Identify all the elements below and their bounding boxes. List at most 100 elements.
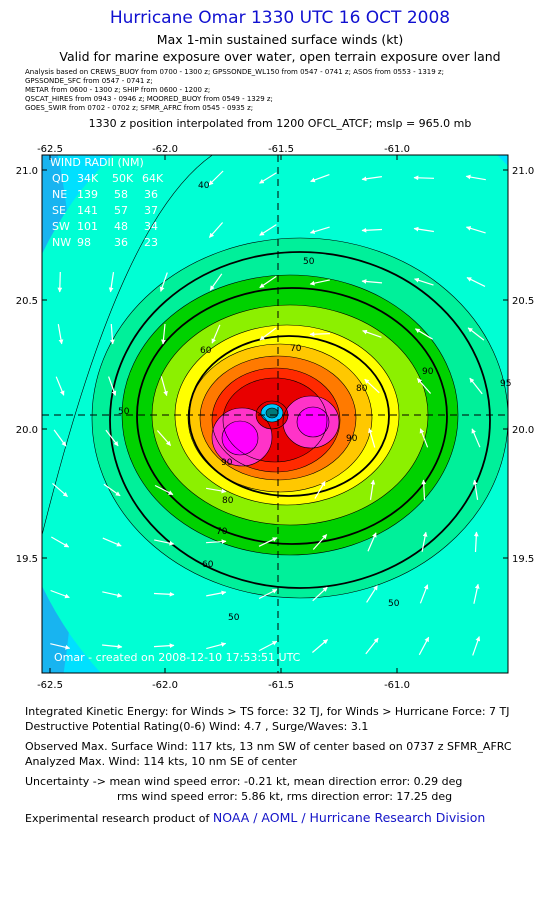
hrd-link[interactable]: NOAA / AOML / Hurricane Research Divisio… xyxy=(212,810,486,825)
wind-radii-cell: 101 xyxy=(77,220,98,233)
wind-vector-arrow xyxy=(368,427,376,448)
analysis-line: METAR from 0600 - 1300 z; SHIP from 0600… xyxy=(25,86,211,94)
analyzed-max-line: Analyzed Max. Wind: 114 kts, 10 nm SE of… xyxy=(25,755,297,768)
contour-label: 50 xyxy=(228,613,240,623)
contour-label: 70 xyxy=(216,527,228,537)
wind-vector-arrow xyxy=(258,640,278,652)
wind-vector-arrow xyxy=(154,484,174,496)
contour-label: 90 xyxy=(221,458,233,468)
wind-radii-cell: 23 xyxy=(144,236,158,249)
contour-label: 95 xyxy=(500,379,511,389)
y-tick-label: 21.0 xyxy=(512,166,534,177)
position-line: 1330 z position interpolated from 1200 O… xyxy=(88,117,472,130)
y-tick-label: 19.5 xyxy=(512,554,534,565)
wind-vector-arrow xyxy=(102,537,122,547)
major-contours xyxy=(109,251,491,589)
wind-vector-arrow xyxy=(421,479,427,501)
wind-vector-arrow xyxy=(364,378,380,394)
wind-radii-cell: SW xyxy=(52,220,70,233)
wind-vector-arrow xyxy=(471,428,481,448)
wind-vector-arrow xyxy=(259,275,277,289)
wind-vector-arrow xyxy=(110,323,115,345)
ike-line: Integrated Kinetic Energy: for Winds > T… xyxy=(25,705,510,718)
wind-radii-cell: 139 xyxy=(77,188,98,201)
wind-vector-arrow xyxy=(206,590,227,597)
contour-label: 50 xyxy=(303,257,315,267)
wind-radii-cell: 58 xyxy=(114,188,128,201)
wind-radii-cell: 36 xyxy=(114,236,128,249)
wind-radii-cell: SE xyxy=(52,204,66,217)
wind-radii-cell: 50K xyxy=(112,172,134,185)
x-tick-label: -61.0 xyxy=(384,144,410,155)
wind-vector-arrow xyxy=(211,324,221,344)
y-tick-label: 20.5 xyxy=(512,296,534,307)
wind-vector-arrow xyxy=(312,534,328,550)
contour-label: 90 xyxy=(422,367,434,377)
wind-vector-arrow xyxy=(367,532,377,552)
dpr-line: Destructive Potential Rating(0-6) Wind: … xyxy=(25,720,369,733)
wind-vector-arrow xyxy=(161,323,166,345)
plot-credit: Omar - created on 2008-12-10 17:53:51 UT… xyxy=(54,651,301,664)
x-tick-label: -62.5 xyxy=(37,144,63,155)
x-tick-label: -61.5 xyxy=(268,680,294,691)
wind-radii-row: NW 98 36 23 xyxy=(52,236,158,249)
wind-vector-arrow xyxy=(259,327,277,341)
wind-radii-cell: NE xyxy=(52,188,67,201)
wind-vector-arrow xyxy=(465,226,486,234)
analysis-line: Analysis based on CREWS_BUOY from 0700 -… xyxy=(25,68,444,76)
wind-radii-cell: 141 xyxy=(77,204,98,217)
wind-vector-arrow xyxy=(205,487,227,494)
wind-vector-arrow xyxy=(159,272,168,292)
wind-vector-arrow xyxy=(153,591,175,597)
contour-label: 80 xyxy=(356,384,368,394)
wind-vector-arrow xyxy=(108,272,115,293)
wind-vector-arrow xyxy=(57,323,64,345)
y-tick-label: 20.0 xyxy=(16,425,38,436)
wind-radii-row: SE 141 57 37 xyxy=(52,204,158,217)
wind-vector-arrow xyxy=(362,329,382,338)
center-crosshair xyxy=(42,155,508,673)
analysis-line: GOES_SWIR from 0702 - 0702 z; SFMR_AFRC … xyxy=(25,104,254,112)
wind-vector-arrow xyxy=(52,482,68,498)
x-axis-top: -62.5 -62.0 -61.5 -61.0 xyxy=(37,144,410,155)
wind-vector-arrow xyxy=(312,639,328,653)
credit-prefix: Experimental research product of xyxy=(25,812,213,825)
wind-vector-arrow xyxy=(467,327,485,341)
wind-vector-arrow xyxy=(259,224,277,236)
analysis-line: QSCAT_HIRES from 0943 - 0946 z; MOORED_B… xyxy=(25,95,273,103)
wind-vector-arrow xyxy=(309,331,331,337)
wind-vector-arrow xyxy=(208,170,224,186)
x-tick-label: -61.0 xyxy=(384,680,410,691)
wind-vectors xyxy=(50,170,486,656)
wind-vector-arrow xyxy=(50,643,71,650)
wind-vector-arrow xyxy=(416,378,432,394)
wind-vector-arrow xyxy=(57,271,63,293)
wind-vector-arrow xyxy=(51,536,70,548)
wind-vector-arrow xyxy=(103,483,121,497)
wind-vector-arrow xyxy=(206,642,227,650)
wind-radii-row: NE 139 58 36 xyxy=(52,188,158,201)
axis-ticks xyxy=(42,155,508,673)
wind-vector-arrow xyxy=(160,376,168,397)
plot-frame xyxy=(41,154,509,674)
wind-vector-arrow xyxy=(466,277,486,287)
wind-vector-arrow xyxy=(361,176,382,182)
contour-label: 70 xyxy=(290,344,302,354)
wind-vector-arrow xyxy=(259,172,277,184)
y-tick-label: 21.0 xyxy=(16,166,38,177)
chart-subtitle-2: Valid for marine exposure over water, op… xyxy=(59,49,501,64)
wind-radii-header: QD 34K 50K 64K xyxy=(52,172,164,185)
wind-vector-arrow xyxy=(413,226,434,233)
wind-vector-arrow xyxy=(208,222,224,238)
wind-vector-arrow xyxy=(312,586,328,602)
y-axis-left: 21.0 20.5 20.0 19.5 xyxy=(16,166,38,565)
wind-vector-arrow xyxy=(205,539,227,544)
wind-vector-arrow xyxy=(55,376,65,396)
wind-radii-table: WIND RADII (NM) QD 34K 50K 64K NE 139 58… xyxy=(50,156,164,249)
wind-vector-arrow xyxy=(414,277,434,286)
y-axis-right: 21.0 20.5 20.0 19.5 xyxy=(512,166,534,565)
contour-label: 50 xyxy=(118,407,130,417)
wind-vector-arrow xyxy=(414,328,433,340)
wind-vector-arrow xyxy=(473,583,480,604)
wind-vector-arrow xyxy=(258,537,278,547)
